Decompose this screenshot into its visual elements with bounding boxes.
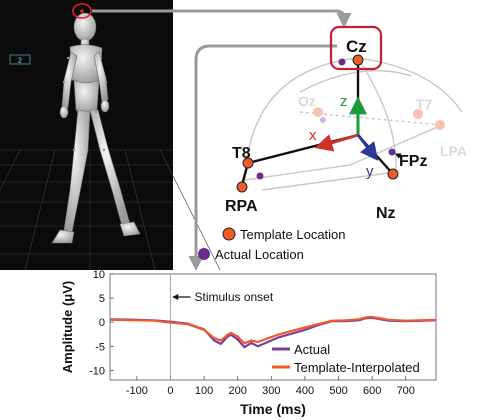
- head-highlight-marker: [72, 3, 92, 19]
- series-line-template-interpolated: [109, 315, 437, 345]
- amplitude-plot: 10 5 0 -5 -10 -100 0 100 200 300 400 500 600 700 Sti…: [60, 269, 437, 417]
- x-tick-label: 600: [363, 385, 381, 397]
- legend-template-swatch: [222, 227, 236, 241]
- x-tick-label: 500: [329, 385, 347, 397]
- head-wireframe: [244, 57, 463, 191]
- axis-y-arrow: [356, 134, 379, 161]
- x-tick-label: 200: [229, 385, 247, 397]
- electrode-t8-actual: [256, 172, 264, 180]
- plot-area: [109, 273, 437, 381]
- legend-actual-label: Actual Location: [215, 247, 304, 262]
- axis-z-label: z: [340, 93, 348, 110]
- electrode-label-oz: Oz: [298, 93, 316, 109]
- x-axis-label: Time (ms): [240, 401, 306, 417]
- electrode-cz-template: [352, 54, 364, 66]
- axis-x-label: x: [309, 127, 317, 144]
- stimulus-onset-marker: Stimulus onset: [170, 274, 274, 380]
- viewport-marker-label: 2: [18, 58, 22, 65]
- x-tick-label: 100: [195, 385, 213, 397]
- head-diagram: Oz T7 LPA z x y Cz T8 RPA FPz Nz: [198, 25, 467, 262]
- electrode-oz-template: [313, 107, 323, 117]
- electrode-cz-actual: [338, 58, 346, 66]
- legend-template-label: Template Location: [240, 227, 346, 242]
- electrode-rpa-template: [236, 181, 248, 193]
- x-tick-label: 400: [296, 385, 314, 397]
- electrode-t7-template: [413, 109, 423, 119]
- mannequin-scene: 2: [0, 0, 221, 271]
- electrode-nz-template: [387, 168, 399, 180]
- electrode-label-rpa: RPA: [225, 198, 258, 215]
- ghost-electrodes: [313, 107, 445, 130]
- legend: Template Location Actual Location: [198, 227, 346, 262]
- connector-arrow-to-cz: [92, 9, 352, 28]
- y-tick-label: 10: [93, 269, 105, 281]
- electrode-label-t8: T8: [232, 145, 251, 162]
- electrode-t8-template: [242, 157, 254, 169]
- connector-arrow-to-plot: [188, 44, 337, 271]
- onset-label: Stimulus onset: [194, 290, 273, 304]
- electrode-label-fpz: FPz: [399, 153, 427, 170]
- viewport-marker[interactable]: [9, 54, 31, 65]
- plot-legend: Actual Template-Interpolated: [272, 342, 420, 375]
- y-ticks: 10 5 0 -5 -10: [89, 269, 114, 377]
- x-tick-label: 700: [397, 385, 415, 397]
- mannequin-figure: [51, 12, 141, 244]
- axis-y-label: y: [366, 163, 374, 180]
- fpz-pointer: [394, 153, 403, 159]
- electrode-label-lpa: LPA: [440, 143, 467, 159]
- legend-actual-swatch: [198, 248, 210, 260]
- cz-highlight-box: [329, 25, 383, 71]
- plot-legend-template-label: Template-Interpolated: [294, 360, 420, 375]
- axis-x-arrow: [314, 133, 359, 152]
- x-tick-label: 300: [262, 385, 280, 397]
- plot-legend-actual-label: Actual: [294, 342, 330, 357]
- electrode-label-cz: Cz: [346, 37, 367, 56]
- y-tick-label: 5: [99, 293, 105, 305]
- electrode-lpa-template: [435, 120, 445, 130]
- y-axis-label: Amplitude (μV): [60, 281, 75, 373]
- x-ticks: -100 0 100 200 300 400 500 600 700: [126, 376, 415, 397]
- electrode-label-nz: Nz: [376, 205, 396, 222]
- y-tick-label: -5: [95, 341, 105, 353]
- electrode-fpz-actual: [388, 148, 396, 156]
- series-layer: [109, 315, 437, 349]
- head-sensor-dot: [80, 9, 84, 13]
- x-tick-label: -100: [126, 385, 148, 397]
- y-tick-label: -10: [89, 365, 105, 377]
- x-tick-label: 0: [167, 385, 173, 397]
- y-tick-label: 0: [99, 317, 105, 329]
- electrode-label-t7: T7: [416, 96, 433, 112]
- joint-markers: [62, 56, 126, 230]
